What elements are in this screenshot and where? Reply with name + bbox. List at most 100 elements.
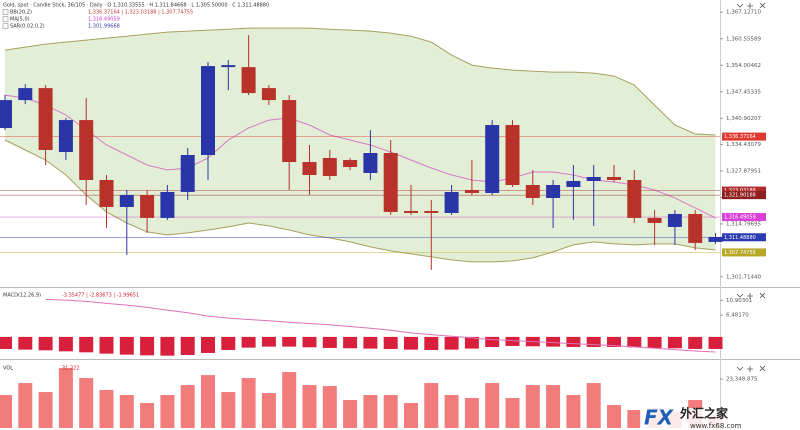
bar: [261, 336, 276, 347]
indicator-name: BB(20,2): [10, 10, 32, 16]
candle-body: [667, 213, 682, 227]
bar: [647, 336, 662, 348]
y-tick-label: 1,367.12710: [726, 10, 761, 16]
price-marker: [722, 233, 766, 242]
candle-body: [627, 179, 642, 218]
candle-body: [119, 194, 134, 207]
bar: [241, 378, 256, 428]
bar: [586, 383, 601, 428]
bar: [444, 336, 459, 350]
bar: [58, 368, 73, 428]
bar: [546, 385, 561, 428]
y-tick-label: 1,334.43079: [726, 142, 761, 148]
candle-body: [485, 125, 500, 193]
candle-body: [241, 67, 256, 94]
candle-body: [505, 125, 520, 186]
candle-body: [444, 191, 459, 213]
bar: [708, 336, 723, 349]
bar: [241, 336, 256, 348]
candle-body: [688, 213, 703, 243]
indicator-line: [4, 139, 716, 263]
signal-line: [45, 298, 716, 353]
bar: [485, 336, 500, 347]
bar: [627, 336, 642, 348]
price-marker: [722, 191, 766, 200]
bar: [180, 336, 195, 355]
pane-controls[interactable]: [736, 365, 766, 372]
bar: [160, 336, 175, 356]
candle-body: [566, 180, 581, 187]
candle-body: [38, 88, 53, 151]
y-tick-label: 6.48170: [726, 313, 749, 319]
candle-body: [302, 162, 317, 176]
bar: [282, 336, 297, 347]
pane-title: MACD(12,26,9): [3, 293, 41, 299]
y-tick-label: 1,314.79695: [726, 221, 761, 227]
bar: [404, 403, 418, 428]
watermark-url: www.fx68.com: [690, 422, 742, 430]
bar: [546, 336, 561, 347]
bar: [607, 405, 621, 428]
bar: [79, 378, 94, 428]
bar: [444, 395, 459, 428]
bar: [18, 383, 33, 428]
candle-body: [99, 179, 114, 207]
bar: [383, 395, 398, 428]
candle-body: [424, 210, 439, 213]
candle-body: [180, 155, 195, 192]
bar: [18, 336, 33, 350]
y-tick-label: 1,301.71440: [726, 274, 761, 280]
bar: [607, 336, 621, 347]
bar: [282, 372, 297, 428]
bar: [404, 336, 418, 350]
bar: [140, 336, 155, 356]
bar: [322, 386, 337, 428]
indicator-readout: 1,316.49059: [88, 17, 120, 23]
bar: [180, 385, 195, 428]
bar: [343, 400, 358, 428]
candle-body: [261, 88, 276, 101]
pane-controls[interactable]: [736, 2, 766, 9]
bar: [424, 383, 439, 428]
indicator-name: SAR(0.02,0.2): [10, 24, 45, 30]
watermark: FX 外汇之家 www.fx68.com: [640, 406, 800, 430]
indicator-icon: [2, 23, 9, 29]
candle-body: [140, 194, 155, 218]
candle-body: [383, 152, 398, 212]
bar: [160, 395, 175, 428]
candle-body: [464, 189, 479, 193]
bar: [424, 336, 439, 350]
indicator-name: MA(5,0): [10, 17, 30, 23]
candle-body: [708, 236, 723, 242]
candle-body: [404, 210, 418, 213]
bar: [627, 410, 642, 428]
bar: [505, 398, 520, 428]
bar: [38, 336, 53, 351]
bar: [99, 390, 114, 428]
price-marker-label: 1,311.48880: [724, 235, 756, 241]
bar: [0, 395, 12, 428]
price-marker-label: 1,323.03188: [724, 188, 756, 194]
bar: [221, 392, 236, 428]
y-tick-label: 1,340.90207: [726, 116, 761, 122]
bar: [363, 395, 378, 428]
bar: [667, 336, 682, 349]
bar: [79, 336, 94, 353]
bar: [302, 336, 317, 348]
indicator-readout: 1,336.37164 | 1,323.03188 | 1,307.74755: [88, 10, 193, 16]
bar: [566, 336, 581, 347]
bar: [119, 395, 134, 428]
window-buttons[interactable]: [736, 2, 766, 372]
price-marker: [722, 132, 766, 141]
bollinger-band-fill: [5, 28, 716, 262]
candle-body: [0, 100, 12, 129]
candle-body: [607, 176, 621, 180]
price-marker: [722, 186, 766, 195]
y-tick-label: 10.90301: [726, 298, 752, 304]
candle-body: [586, 176, 601, 181]
pane-controls[interactable]: [736, 292, 766, 299]
bar: [363, 336, 378, 349]
chart-header: Gold, spot · Candle Stick, 36/105 · Dail…: [3, 3, 269, 9]
y-tick-label: 23,348.875: [726, 377, 758, 383]
candle-body: [343, 159, 358, 167]
